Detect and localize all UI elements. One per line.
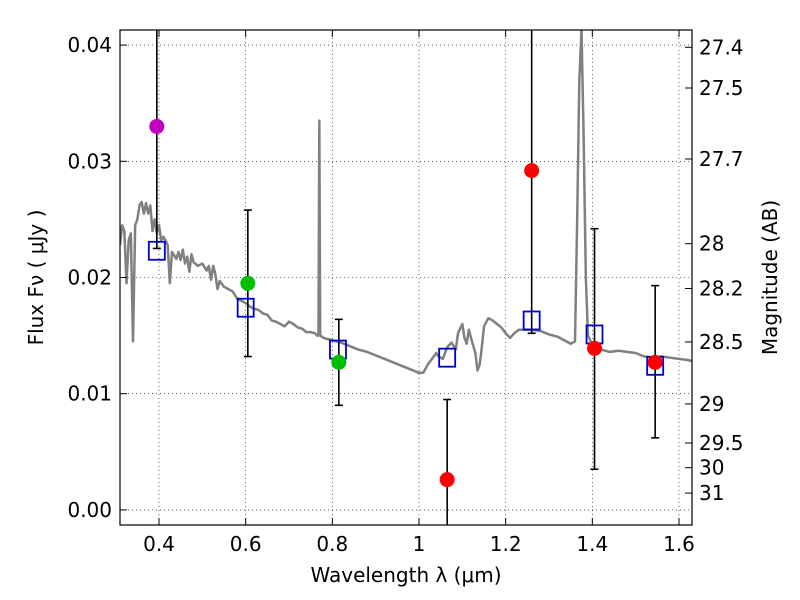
magnitude-tick-label: 29: [699, 392, 724, 416]
y-tick-label: 0.01: [67, 382, 112, 406]
model-photometry-square: [147, 240, 166, 261]
y-tick-label: 0.00: [67, 498, 112, 522]
model-photometry-square: [522, 310, 541, 331]
y-tick-label: 0.02: [67, 266, 112, 290]
x-tick-label: 1: [413, 532, 426, 556]
magnitude-tick-label: 31: [699, 481, 724, 505]
observed-flux-point: [240, 275, 256, 291]
x-tick-label: 1.4: [576, 532, 608, 556]
magnitude-tick-label: 30: [699, 456, 724, 480]
y-tick-label: 0.03: [67, 149, 112, 173]
magnitude-tick-label: 27.4: [699, 35, 744, 59]
y-axis-label: Flux Fν ( μJy ): [24, 210, 48, 346]
observed-flux-point: [524, 163, 540, 179]
observed-flux-point: [149, 118, 165, 134]
axis-ticks: [120, 30, 692, 525]
magnitude-tick-label: 27.7: [699, 147, 744, 171]
observed-flux-point: [587, 340, 602, 356]
y-tick-label: 0.04: [67, 33, 112, 57]
x-tick-label: 0.8: [316, 532, 348, 556]
observed-flux-point: [439, 472, 455, 488]
grid-lines: [120, 30, 692, 525]
magnitude-tick-label: 28: [699, 232, 724, 256]
observation-layer: [149, 118, 663, 488]
magnitude-tick-label: 28.2: [699, 276, 744, 300]
observed-flux-point: [331, 354, 347, 370]
magnitude-tick-label: 28.5: [699, 330, 744, 354]
spectrum-layer: [120, 30, 692, 375]
model-photometry-square: [236, 297, 255, 318]
magnitude-tick-label: 27.5: [699, 76, 744, 100]
magnitude-axis-label: Magnitude (AB): [758, 200, 782, 355]
plot-frame: [119, 29, 693, 526]
x-tick-label: 1.2: [490, 532, 522, 556]
x-tick-labels: 0.4 0.6 0.8 1 1.2 1.4 1.6: [143, 532, 695, 556]
observed-flux-point: [647, 354, 663, 370]
y-tick-labels: 0.00 0.01 0.02 0.03 0.04: [67, 33, 112, 522]
x-axis-label: Wavelength λ (μm): [310, 563, 501, 587]
model-spectrum-line: [120, 30, 692, 375]
x-tick-label: 0.4: [143, 532, 175, 556]
model-photometry-layer: [147, 240, 665, 376]
model-photometry-square: [438, 347, 457, 368]
magnitude-tick-label: 29.5: [699, 431, 744, 455]
x-tick-label: 0.6: [230, 532, 262, 556]
x-tick-label: 1.6: [663, 532, 695, 556]
